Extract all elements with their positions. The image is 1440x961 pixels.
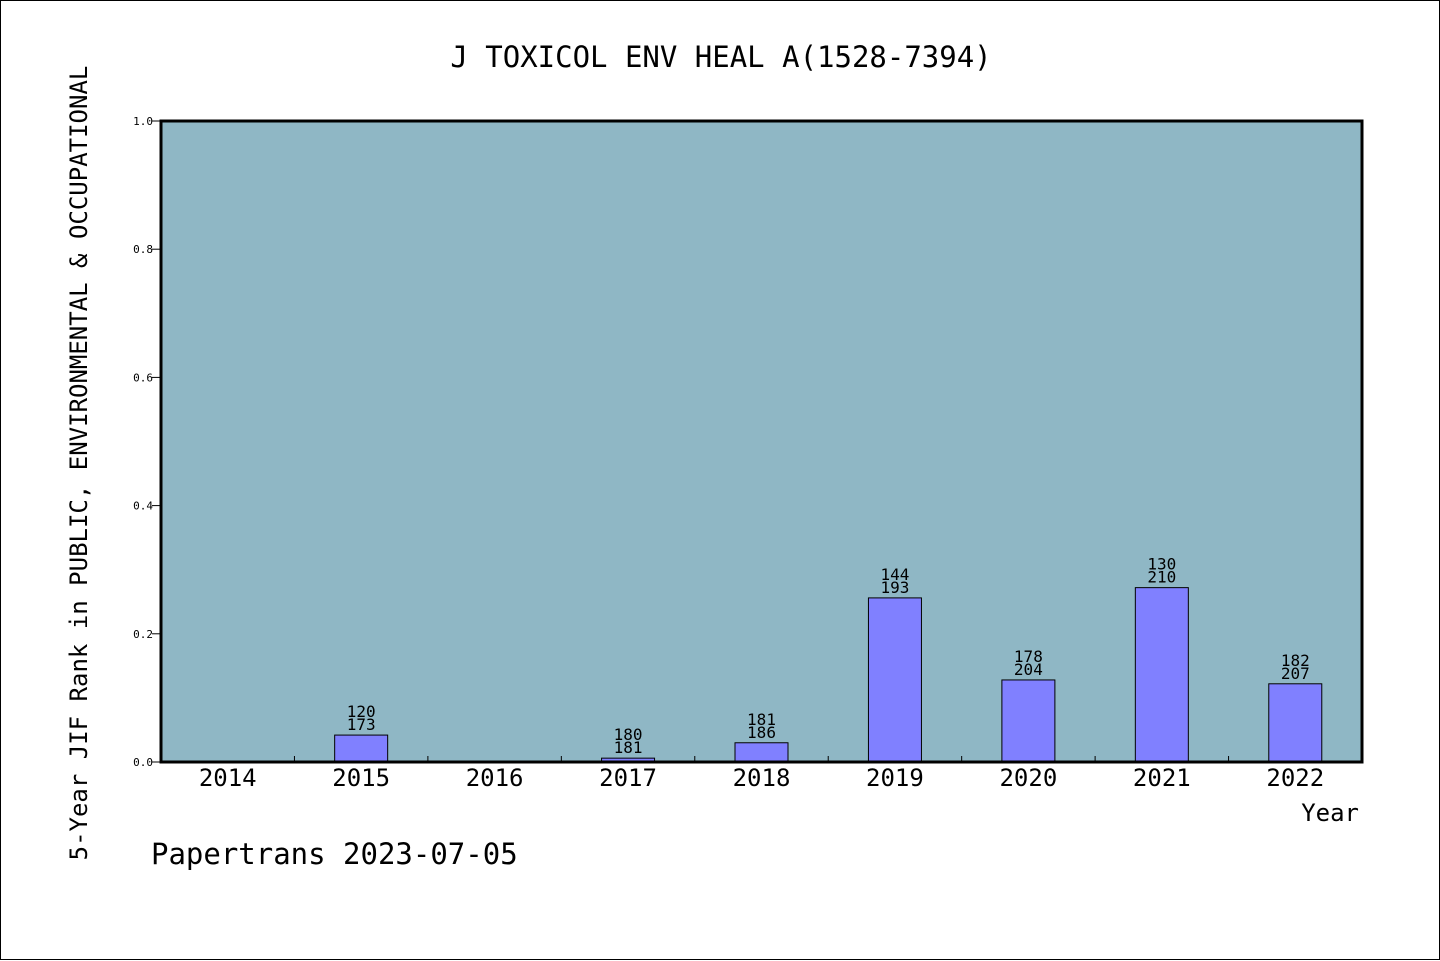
x-tick-label: 2019 — [866, 764, 924, 792]
data-label-total: 173 — [347, 715, 376, 734]
plot-border — [159, 119, 1364, 764]
y-tick-label: 0.0 — [133, 756, 153, 769]
footer-text: Papertrans 2023-07-05 — [151, 837, 518, 871]
x-tick-label: 2022 — [1266, 764, 1324, 792]
data-label-total: 207 — [1281, 664, 1310, 683]
bar-2022 — [1268, 683, 1323, 763]
x-tick-label: 2018 — [733, 764, 791, 792]
x-tick-label: 2021 — [1133, 764, 1191, 792]
y-tick-label: 0.6 — [133, 371, 153, 384]
data-label-group: 1201731801811811861441931782041302101822… — [347, 555, 1310, 758]
x-axis-ticks: 2014 2015 2016 2017 2018 2019 2020 2021 2022 — [199, 756, 1324, 792]
bar-group — [334, 587, 1323, 763]
data-label-rank: 181 — [747, 710, 776, 729]
data-label-total: 193 — [880, 578, 909, 597]
data-label-total: 186 — [747, 723, 776, 742]
y-tick-label: 0.2 — [133, 628, 153, 641]
data-label-rank: 182 — [1281, 651, 1310, 670]
data-label-total: 181 — [614, 738, 643, 757]
data-label-total: 210 — [1147, 568, 1176, 587]
y-tick-label: 1.0 — [133, 115, 153, 128]
x-axis-label: Year — [1301, 799, 1359, 827]
bar-2020 — [1001, 679, 1056, 763]
y-axis-label: 5-Year JIF Rank in PUBLIC, ENVIRONMENTAL… — [65, 66, 93, 861]
bar-2021 — [1134, 587, 1189, 763]
bar-2018 — [734, 742, 789, 763]
x-tick-label: 2014 — [199, 764, 257, 792]
data-label-rank: 144 — [880, 565, 909, 584]
y-tick-label: 0.4 — [133, 500, 153, 513]
y-tick-label: 0.8 — [133, 243, 153, 256]
data-label-rank: 180 — [614, 725, 643, 744]
data-label-rank: 130 — [1147, 555, 1176, 574]
data-label-total: 204 — [1014, 660, 1043, 679]
x-tick-label: 2020 — [999, 764, 1057, 792]
data-label-rank: 178 — [1014, 647, 1043, 666]
bar-2019 — [867, 597, 922, 763]
y-axis-ticks: 0.0 0.2 0.4 0.6 0.8 1.0 — [133, 115, 161, 769]
bar-2015 — [334, 734, 389, 763]
x-tick-label: 2016 — [466, 764, 524, 792]
x-tick-label: 2017 — [599, 764, 657, 792]
chart-title: J TOXICOL ENV HEAL A(1528-7394) — [450, 40, 991, 74]
x-tick-label: 2015 — [332, 764, 390, 792]
data-label-rank: 120 — [347, 702, 376, 721]
